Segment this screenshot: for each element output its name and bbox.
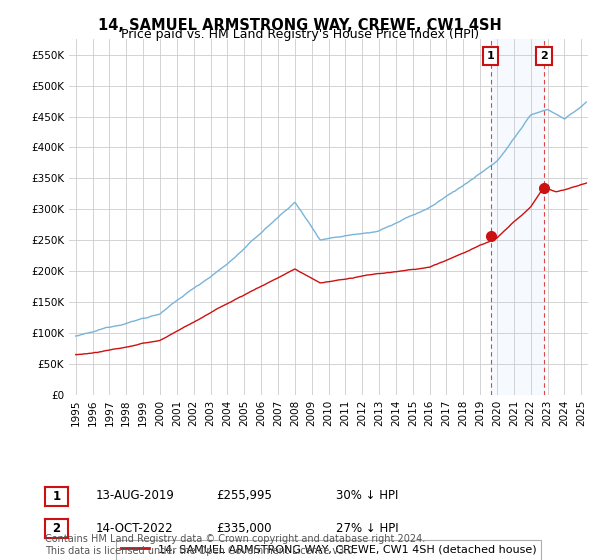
- Text: Price paid vs. HM Land Registry's House Price Index (HPI): Price paid vs. HM Land Registry's House …: [121, 28, 479, 41]
- Legend: 14, SAMUEL ARMSTRONG WAY, CREWE, CW1 4SH (detached house), HPI: Average price, d: 14, SAMUEL ARMSTRONG WAY, CREWE, CW1 4SH…: [116, 540, 541, 560]
- Text: 1: 1: [52, 489, 61, 503]
- Text: 2: 2: [52, 522, 61, 535]
- Text: 2: 2: [540, 51, 548, 61]
- Text: 30% ↓ HPI: 30% ↓ HPI: [336, 489, 398, 502]
- Text: £255,995: £255,995: [216, 489, 272, 502]
- Text: 14-OCT-2022: 14-OCT-2022: [96, 521, 173, 535]
- Text: 27% ↓ HPI: 27% ↓ HPI: [336, 521, 398, 535]
- Bar: [491, 39, 544, 395]
- Text: 14, SAMUEL ARMSTRONG WAY, CREWE, CW1 4SH: 14, SAMUEL ARMSTRONG WAY, CREWE, CW1 4SH: [98, 18, 502, 33]
- Text: Contains HM Land Registry data © Crown copyright and database right 2024.
This d: Contains HM Land Registry data © Crown c…: [45, 534, 425, 556]
- Text: 1: 1: [487, 51, 494, 61]
- Text: 13-AUG-2019: 13-AUG-2019: [96, 489, 175, 502]
- Text: £335,000: £335,000: [216, 521, 271, 535]
